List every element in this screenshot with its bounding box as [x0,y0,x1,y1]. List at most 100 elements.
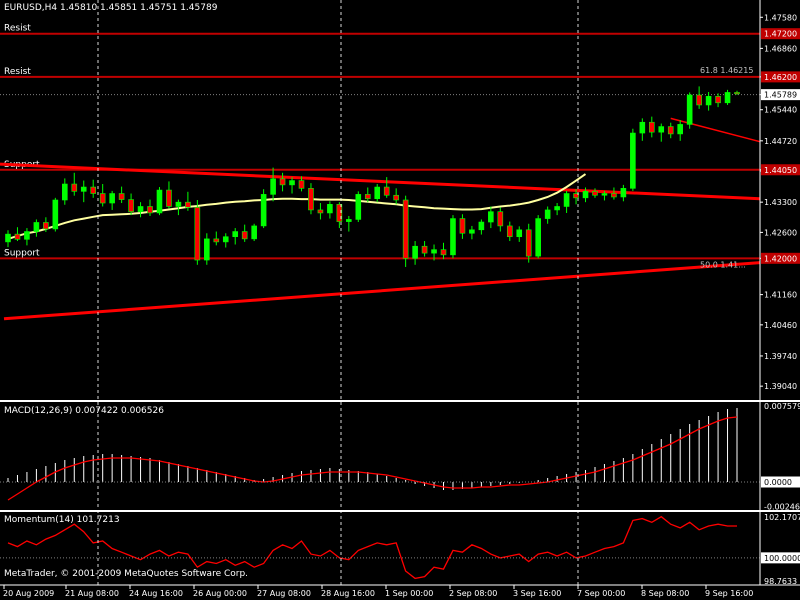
candle-body [724,92,731,104]
candle-body [355,194,362,220]
candle-body [478,221,485,231]
candle-body [137,206,144,212]
price-tick-label: 1.44720 [764,137,797,146]
candle-body [715,96,721,104]
candle-body [450,218,456,256]
candle-body [194,207,201,261]
candle-body [677,124,683,135]
candle-body [658,126,665,133]
time-tick-label: 24 Aug 16:00 [129,589,183,598]
candle-body [667,126,674,135]
price-tick-label: 1.41160 [764,291,797,300]
time-tick-label: 28 Aug 16:00 [321,589,375,598]
candle-body [99,193,106,204]
candle-body [156,189,163,214]
level-price-label: 1.46200 [764,73,797,82]
macd-tick-label: 0.007579 [764,402,800,411]
fibo-label: 50.0 1.41... [700,260,746,269]
candle-body [80,186,87,192]
momentum-panel-title: Momentum(14) 101.7213 [4,515,120,525]
time-tick-label: 27 Aug 08:00 [257,589,311,598]
level-label: Resist [4,67,31,77]
candle-body [639,121,646,134]
level-label: Support [4,248,40,258]
candle-body [544,209,551,219]
candle-body [412,245,418,259]
candle-body [601,193,608,196]
candle-body [260,194,267,227]
level-price-label: 1.42000 [764,254,797,263]
candle-body [175,201,182,207]
macd-signal-line [7,416,738,501]
level-label: Resist [4,24,31,34]
candle-body [336,204,343,222]
candle-body [327,204,333,214]
candle-body [317,209,324,214]
time-tick-label: 26 Aug 00:00 [193,589,247,598]
candle-body [506,225,513,238]
current-price-box [761,89,800,101]
candle-body [232,231,239,238]
macd-zero-label: 0.0000 [764,478,792,487]
trend-line-lower [3,261,761,321]
candle-body [563,193,570,207]
candle-body [52,199,59,230]
level-price-label: 1.44050 [764,166,797,175]
price-panel: ResistResistSupportSupport61.8 1.4621550… [0,13,800,391]
candle-body [43,222,49,230]
candle-body [147,206,153,214]
candle-body [374,186,381,200]
candle-body [166,189,172,207]
candle-body [582,191,589,199]
momentum-100-box [761,552,800,564]
candle-body [431,249,437,254]
fibo-label: 61.8 1.46215 [700,66,753,75]
candle-body [270,178,276,195]
copyright-text: MetaTrader, © 2001-2009 MetaQuotes Softw… [4,569,249,579]
candle-body [241,231,248,240]
candle-body [554,206,560,211]
candle-body [696,94,702,106]
candle-body [648,121,655,133]
candle-body [62,183,68,201]
trend-line-upper [0,162,761,201]
current-price-label: 1.45789 [764,91,797,100]
candle-body [459,218,466,234]
momentum-100-label: 100.0000 [764,554,800,563]
time-tick-label: 9 Sep 16:00 [705,589,753,598]
candle-body [734,92,740,95]
candle-body [620,188,627,198]
candle-body [592,191,598,196]
level-price-label: 1.47200 [764,30,797,39]
candle-body [364,194,371,200]
momentum-tick-label: 102.1707 [764,513,800,522]
price-tick-label: 1.47580 [764,13,797,22]
price-tick-label: 1.39740 [764,352,797,361]
moving-average-line [7,173,587,240]
level-price-box [761,252,800,264]
price-tick-label: 1.43300 [764,198,797,207]
candle-body [24,231,30,240]
macd-tick-label: -0.00246 [764,503,800,512]
time-tick-label: 7 Sep 00:00 [577,589,625,598]
candle-body [222,236,229,243]
candle-body [279,178,286,186]
candle-body [440,249,447,256]
macd-panel-title: MACD(12,26,9) 0.007422 0.006526 [4,406,164,416]
candle-body [535,218,541,257]
candle-body [383,186,390,196]
time-tick-label: 3 Sep 16:00 [513,589,561,598]
candle-body [705,96,712,106]
candle-body [33,222,40,232]
candle-body [346,219,352,222]
candle-body [497,211,504,227]
candle-body [611,193,617,198]
candle-body [402,199,409,259]
candle-body [421,245,428,254]
candle-body [686,94,693,125]
price-panel-title: EURUSD,H4 1.45810 1.45851 1.45751 1.4578… [4,3,218,13]
candle-body [185,201,191,208]
